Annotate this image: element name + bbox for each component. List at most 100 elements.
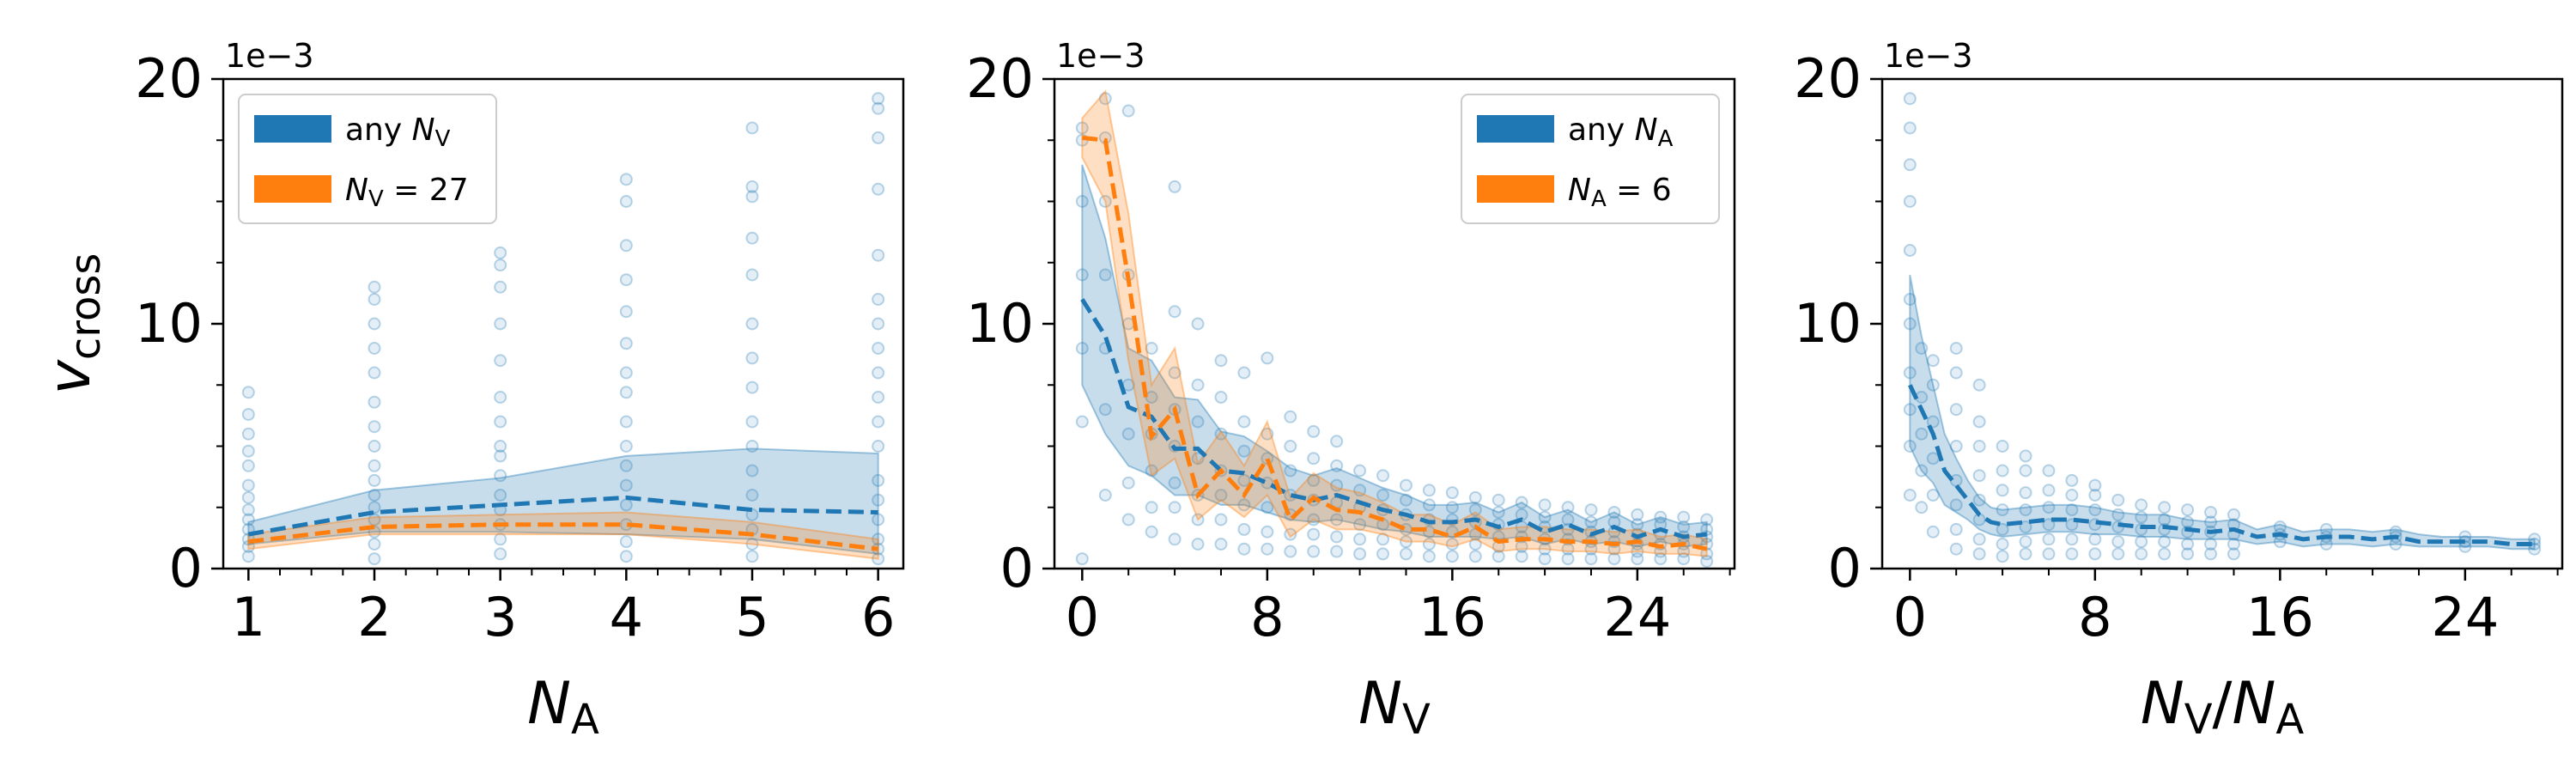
- scatter-point: [368, 459, 381, 472]
- legend-label-1: any NV: [345, 113, 451, 152]
- scatter-point: [1949, 522, 1963, 536]
- scatter-point: [619, 239, 633, 253]
- scatter-point: [1075, 195, 1089, 208]
- scatter-point: [1903, 440, 1917, 453]
- scatter-point: [1307, 452, 1321, 466]
- scatter-point: [1353, 533, 1367, 546]
- legend: any NV NV = 27: [238, 94, 497, 224]
- scatter-point: [2158, 547, 2172, 561]
- scatter-point: [1468, 550, 1482, 563]
- scatter-point: [1561, 513, 1575, 526]
- scatter-point: [1145, 391, 1158, 404]
- scatter-point: [1330, 459, 1344, 472]
- x-tick-label: 5: [735, 586, 769, 648]
- scatter-point: [494, 547, 507, 561]
- y-tick-label: 10: [966, 292, 1034, 355]
- scatter-point: [241, 427, 255, 441]
- scatter-point: [872, 533, 885, 546]
- scatter-points: [1903, 92, 2542, 563]
- scatter-point: [745, 317, 759, 331]
- scatter-point: [1468, 490, 1482, 504]
- scatter-point: [2042, 464, 2056, 478]
- mean-line-series-1: [247, 495, 878, 537]
- scatter-point: [745, 415, 759, 429]
- scatter-point: [1168, 476, 1182, 490]
- scatter-point: [1972, 440, 1986, 453]
- scatter-point: [494, 317, 507, 331]
- scatter-point: [1903, 489, 1917, 502]
- scatter-point: [2158, 501, 2172, 514]
- x-axis-label: NV: [1358, 670, 1431, 744]
- scatter-point: [1214, 391, 1228, 404]
- x-tick-label: 1: [232, 586, 265, 648]
- scatter-point: [1075, 121, 1089, 135]
- scatter-point: [241, 503, 255, 517]
- scatter-point: [1607, 552, 1621, 566]
- scatter-point: [745, 190, 759, 204]
- scatter-point: [1631, 545, 1644, 558]
- scatter-points: [241, 92, 885, 566]
- scatter-point: [2065, 533, 2079, 546]
- scatter-point: [1422, 498, 1436, 512]
- scatter-point: [2019, 535, 2032, 549]
- scatter-point: [368, 342, 381, 355]
- scatter-point: [2111, 547, 2125, 561]
- confidence-band-series-1: [1081, 164, 1708, 548]
- mean-line-series-2: [1082, 135, 1708, 551]
- scatter-point: [1376, 489, 1390, 502]
- scatter-point: [494, 533, 507, 546]
- scatter-point: [1330, 513, 1344, 526]
- scatter-point: [1121, 104, 1135, 118]
- scatter-point: [872, 182, 885, 196]
- scatter-point: [1121, 513, 1135, 526]
- scatter-point: [1972, 493, 1986, 507]
- plot-area: [1075, 89, 1714, 568]
- scatter-point: [1926, 489, 1940, 502]
- scatter-point: [1261, 525, 1274, 539]
- scatter-point: [1214, 538, 1228, 551]
- scatter-point: [745, 231, 759, 245]
- scatter-point: [1284, 464, 1297, 478]
- confidence-band-series-1: [1909, 274, 2536, 551]
- scatter-point: [494, 415, 507, 429]
- scatter-point: [2204, 547, 2218, 561]
- scatter-point: [2065, 503, 2079, 517]
- scatter-point: [1903, 366, 1917, 380]
- scatter-point: [745, 440, 759, 453]
- scatter-point: [2088, 547, 2102, 561]
- scatter-point: [2019, 520, 2032, 534]
- scatter-point: [1261, 542, 1274, 556]
- scatter-point: [2181, 503, 2195, 517]
- x-tick-label: 8: [1250, 586, 1284, 648]
- scatter-point: [1353, 484, 1367, 497]
- scatter-point: [1996, 522, 2009, 536]
- scatter-point: [1168, 533, 1182, 546]
- scatter-point: [1926, 378, 1940, 392]
- scatter-point: [1214, 513, 1228, 526]
- scatter-point: [2135, 547, 2148, 561]
- x-tick-label: 16: [2246, 586, 2314, 648]
- scatter-point: [1903, 244, 1917, 257]
- mean-line-series-1: [1080, 298, 1707, 539]
- scatter-point: [2227, 547, 2240, 561]
- scatter-point: [494, 280, 507, 294]
- scatter-point: [619, 366, 633, 380]
- scatter-point: [619, 415, 633, 429]
- scatter-point: [1399, 478, 1413, 492]
- scatter-point: [2042, 533, 2056, 546]
- scatter-point: [2181, 538, 2195, 551]
- scatter-point: [872, 293, 885, 306]
- scatter-point: [1915, 464, 1929, 478]
- scatter-point: [1075, 415, 1089, 429]
- confidence-band-series-2: [247, 511, 879, 560]
- scatter-point: [1515, 496, 1528, 509]
- scatter-point: [1492, 505, 1505, 519]
- scatter-point: [1376, 547, 1390, 561]
- scatter-point: [1353, 547, 1367, 561]
- scatter-point: [1191, 415, 1205, 429]
- scatter-point: [2019, 449, 2032, 463]
- y-axis-label: vcross: [36, 253, 110, 395]
- scatter-point: [1284, 527, 1297, 541]
- scatter-point: [1422, 550, 1436, 563]
- scatter-point: [241, 513, 255, 526]
